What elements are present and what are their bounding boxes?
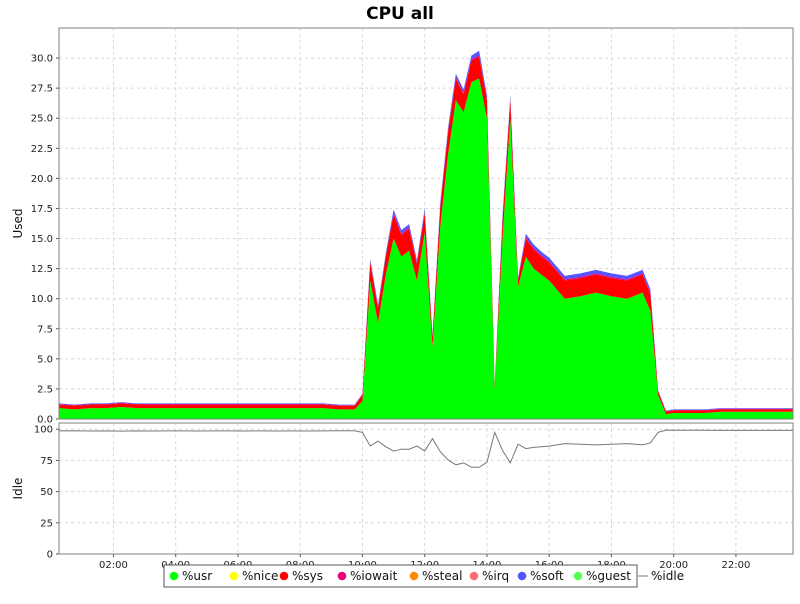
- legend-label: %irq: [482, 569, 509, 583]
- y-tick-label: 5.0: [37, 354, 53, 365]
- y-tick-label: 2.5: [37, 384, 53, 395]
- chart-title: CPU all: [366, 4, 434, 24]
- legend-label: %usr: [182, 569, 212, 583]
- series-area-sys: [59, 56, 793, 415]
- legend-swatch: [573, 571, 583, 581]
- legend-label: %sys: [292, 569, 323, 583]
- idle-y-axis-label: Idle: [11, 478, 25, 500]
- y-tick-label: 20.0: [31, 174, 53, 185]
- y-tick-label: 22.5: [31, 144, 53, 155]
- x-tick-label: 02:00: [99, 560, 128, 571]
- legend-label: %guest: [586, 569, 631, 583]
- series-area-soft: [59, 50, 793, 412]
- y-tick-label: 17.5: [31, 204, 53, 215]
- legend-label: %idle: [651, 569, 684, 583]
- idle-plot-background: [59, 423, 793, 554]
- legend-swatch: [337, 571, 347, 581]
- y-tick-label: 15.0: [31, 234, 53, 245]
- series-line-idle: [58, 429, 793, 468]
- y-tick-label: 7.5: [37, 324, 53, 335]
- series-area-usr: [59, 78, 793, 419]
- legend: %usr %nice %sys %iowait %steal %irq %soft %gues…: [163, 564, 684, 588]
- idle-panel: 0255075100Idle02:0004:0006:0008:0010:001…: [11, 422, 794, 571]
- legend-swatch: [517, 571, 527, 581]
- legend-swatch: [279, 571, 289, 581]
- y-tick-label: 0.0: [37, 415, 53, 426]
- series-area-iowait: [59, 55, 793, 412]
- legend-label: %nice: [242, 569, 278, 583]
- idle-plot-frame: [58, 422, 794, 555]
- legend-label: %soft: [530, 569, 564, 583]
- y-tick-label: 50: [40, 487, 53, 498]
- y-tick-label: 27.5: [31, 84, 53, 95]
- y-tick-label: 100: [34, 425, 53, 436]
- used-plot-frame: [58, 27, 794, 420]
- y-tick-label: 10.0: [31, 294, 53, 305]
- legend-swatch: [229, 571, 239, 581]
- legend-label: %steal: [422, 569, 462, 583]
- y-tick-label: 75: [40, 456, 53, 467]
- y-tick-label: 25: [40, 518, 53, 529]
- y-tick-label: 0: [47, 550, 53, 561]
- legend-box: [163, 564, 638, 588]
- y-tick-label: 30.0: [31, 54, 53, 65]
- legend-swatch: [409, 571, 419, 581]
- y-tick-label: 25.0: [31, 114, 53, 125]
- x-tick-label: 22:00: [722, 560, 751, 571]
- legend-label: %iowait: [350, 569, 398, 583]
- legend-swatch: [469, 571, 479, 581]
- x-tick-label: 20:00: [659, 560, 688, 571]
- y-tick-label: 12.5: [31, 264, 53, 275]
- used-y-axis-label: Used: [11, 208, 25, 238]
- used-panel: 0.0 2.5 5.0 7.5 10.0 12.5 15.0 17.5 20.0 22.5 25.0…: [11, 27, 794, 426]
- legend-swatch: [169, 571, 179, 581]
